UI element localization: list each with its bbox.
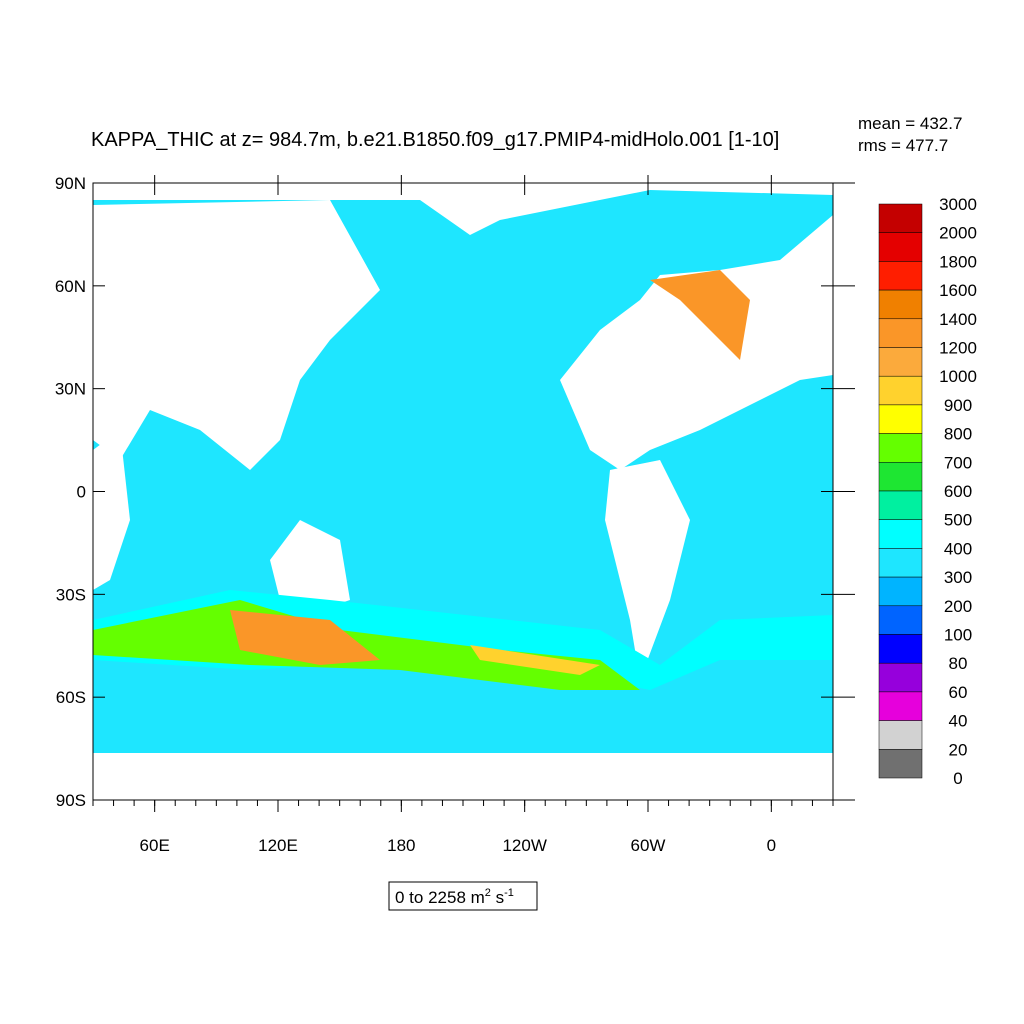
lat-label: 30N xyxy=(55,380,86,399)
colorbar-label: 1800 xyxy=(939,252,977,271)
colorbar-label: 200 xyxy=(944,597,972,616)
range-label: 0 to 2258 m2 s-1 xyxy=(395,887,514,907)
colorbar-label: 1600 xyxy=(939,281,977,300)
colorbar-box xyxy=(878,289,923,320)
title: KAPPA_THIC at z= 984.7m, b.e21.B1850.f09… xyxy=(91,129,779,151)
colorbar-box xyxy=(878,433,923,463)
lat-label: 60S xyxy=(56,688,86,707)
lon-label: 60E xyxy=(140,836,170,855)
colorbar-box xyxy=(878,462,923,492)
colorbar-label: 800 xyxy=(944,425,972,444)
south-america xyxy=(605,460,690,680)
colorbar-label: 60 xyxy=(949,683,968,702)
colorbar-label: 3000 xyxy=(939,195,977,214)
colorbar-box xyxy=(878,720,923,750)
africa xyxy=(93,430,130,590)
range-sup: 2 xyxy=(485,887,491,899)
colorbar: 3000200018001600140012001000900800700600… xyxy=(878,195,977,788)
southern-band xyxy=(93,600,640,690)
lat-label: 90S xyxy=(56,791,86,810)
range-sup: -1 xyxy=(504,887,514,899)
lat-label: 30S xyxy=(56,585,86,604)
colorbar-label: 1000 xyxy=(939,367,977,386)
colorbar-label: 500 xyxy=(944,511,972,530)
colorbar-label: 0 xyxy=(953,769,962,788)
colorbar-box xyxy=(878,490,923,520)
northern-land xyxy=(93,183,833,470)
gulf-stream xyxy=(650,270,750,360)
lon-label: 60W xyxy=(631,836,666,855)
colorbar-label: 20 xyxy=(949,740,968,759)
colorbar-box xyxy=(878,749,923,779)
mean: mean = 432.7 xyxy=(858,114,962,133)
southern-max xyxy=(470,645,600,675)
lat-label: 60N xyxy=(55,277,86,296)
colorbar-label: 600 xyxy=(944,482,972,501)
range-text: 0 to 2258 m xyxy=(395,888,485,907)
colorbar-label: 100 xyxy=(944,626,972,645)
colorbar-label: 700 xyxy=(944,453,972,472)
eurasia xyxy=(93,200,380,470)
colorbar-label: 40 xyxy=(949,712,968,731)
colorbar-box xyxy=(878,318,923,348)
colorbar-box xyxy=(878,232,923,262)
antarctica xyxy=(93,760,833,800)
lon-label: 120W xyxy=(502,836,546,855)
lon-label: 120E xyxy=(258,836,298,855)
lon-label: 180 xyxy=(387,836,415,855)
colorbar-box xyxy=(878,691,923,721)
lat-label: 90N xyxy=(55,174,86,193)
australia xyxy=(270,520,350,610)
colorbar-label: 1200 xyxy=(939,339,977,358)
colorbar-label: 1400 xyxy=(939,310,977,329)
colorbar-box xyxy=(878,634,923,664)
colorbar-box xyxy=(878,576,923,607)
lon-label: 0 xyxy=(767,836,776,855)
colorbar-box xyxy=(878,519,923,549)
colorbar-label: 300 xyxy=(944,568,972,587)
range-box xyxy=(388,881,538,911)
colorbar-label: 2000 xyxy=(939,224,977,243)
colorbar-label: 400 xyxy=(944,539,972,558)
colorbar-box xyxy=(878,605,923,635)
colorbar-box xyxy=(878,347,923,377)
colorbar-label: 80 xyxy=(949,654,968,673)
colorbar-box xyxy=(878,548,923,578)
colorbar-box xyxy=(878,261,923,291)
southern-max xyxy=(230,610,380,665)
colorbar-box xyxy=(878,375,923,406)
colorbar-label: 900 xyxy=(944,396,972,415)
map-field xyxy=(93,183,833,800)
lat-label: 0 xyxy=(77,483,86,502)
rms: rms = 477.7 xyxy=(858,136,948,155)
range-unit: s xyxy=(491,888,504,907)
colorbar-box xyxy=(878,404,923,434)
colorbar-box xyxy=(878,203,923,233)
colorbar-box xyxy=(878,662,923,693)
